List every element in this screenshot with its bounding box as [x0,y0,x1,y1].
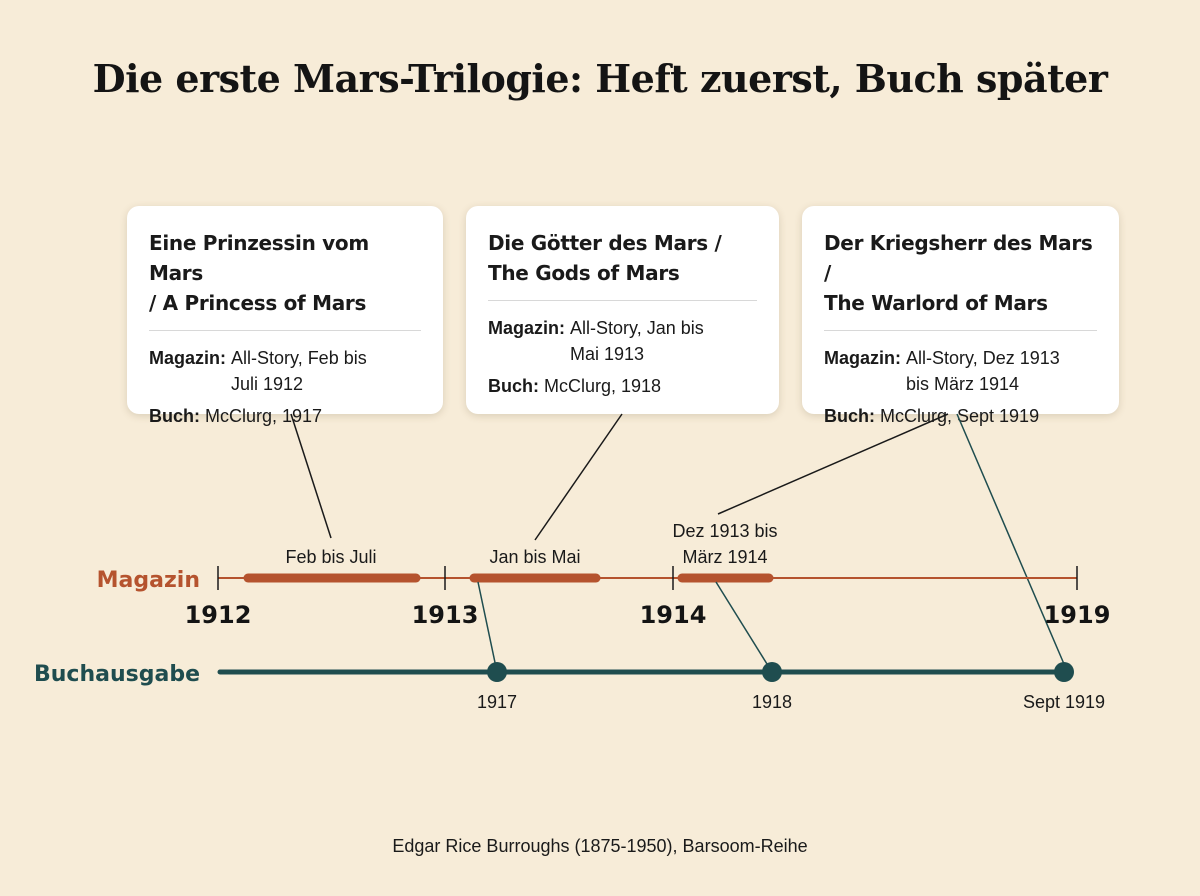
card-title-line: The Warlord of Mars [824,291,1048,315]
segment-label: Feb bis Juli [285,547,376,567]
book-value: McClurg, Sept 1919 [880,406,1040,426]
connector-line [715,581,773,673]
book-label: Buch: [488,376,539,396]
card-divider [488,300,757,301]
card-gods-of-mars: Die Götter des Mars / The Gods of Mars M… [466,206,779,414]
magazine-value: All-Story, Jan bis Mai 1913 [570,315,757,367]
year-label: 1912 [185,601,252,629]
card-magazine-row: Magazin: All-Story, Feb bis Juli 1912 [149,345,421,397]
magazine-label: Magazin: [488,318,566,338]
card-title: Eine Prinzessin vom Mars / A Princess of… [149,228,421,318]
card-warlord-of-mars: Der Kriegsherr des Mars / The Warlord of… [802,206,1119,426]
book-point-label: 1917 [477,692,517,712]
card-divider [824,330,1097,331]
magazine-value-line: Mai 1913 [570,344,645,364]
card-title-line: Der Kriegsherr des Mars / [824,231,1093,285]
magazine-value: All-Story, Dez 1913 bis März 1914 [906,345,1097,397]
book-label: Buch: [149,406,200,426]
book-row-label: Buchausgabe [34,662,200,687]
book-point-1919 [1054,662,1074,682]
book-point-1917 [487,662,507,682]
connector-line [290,413,332,539]
card-book-row: Buch: McClurg, 1918 [488,373,757,399]
card-divider [149,330,421,331]
magazine-value-line: All-Story, Jan bis [570,318,704,338]
card-title: Die Götter des Mars / The Gods of Mars [488,228,757,288]
magazine-label: Magazin: [149,348,227,368]
card-magazine-row: Magazin: All-Story, Jan bis Mai 1913 [488,315,757,367]
book-label: Buch: [824,406,875,426]
card-title-line: Die Götter des Mars / [488,231,722,255]
card-title: Der Kriegsherr des Mars / The Warlord of… [824,228,1097,318]
card-title-line: The Gods of Mars [488,261,680,285]
connector-line [534,413,623,541]
book-value: McClurg, 1918 [544,376,662,396]
card-book-row: Buch: McClurg, Sept 1919 [824,403,1097,429]
magazine-value-line: Juli 1912 [231,374,304,394]
magazine-value-line: bis März 1914 [906,374,1020,394]
page-title: Die erste Mars-Trilogie: Heft zuerst, Bu… [92,56,1108,101]
year-label: 1913 [412,601,479,629]
magazine-label: Magazin: [824,348,902,368]
book-point-label: 1918 [752,692,792,712]
card-princess-of-mars: Eine Prinzessin vom Mars / A Princess of… [127,206,443,426]
magazine-value-line: All-Story, Feb bis [231,348,367,368]
book-point-1918 [762,662,782,682]
connector-line [477,581,498,673]
year-label: 1919 [1044,601,1111,629]
year-label: 1914 [640,601,707,629]
card-magazine-row: Magazin: All-Story, Dez 1913 bis März 19… [824,345,1097,397]
magazine-row-label: Magazin [97,568,200,593]
card-title-line: / A Princess of Mars [149,291,367,315]
segment-label: Dez 1913 bis [672,521,777,541]
book-point-label: Sept 1919 [1023,692,1105,712]
magazine-value-line: All-Story, Dez 1913 [906,348,1060,368]
connector-line [717,413,949,515]
segment-label: März 1914 [682,547,767,567]
card-title-line: Eine Prinzessin vom Mars [149,231,369,285]
magazine-value: All-Story, Feb bis Juli 1912 [231,345,421,397]
connector-line [956,413,1065,665]
segment-label: Jan bis Mai [489,547,580,567]
footnote: Edgar Rice Burroughs (1875-1950), Barsoo… [392,836,808,856]
